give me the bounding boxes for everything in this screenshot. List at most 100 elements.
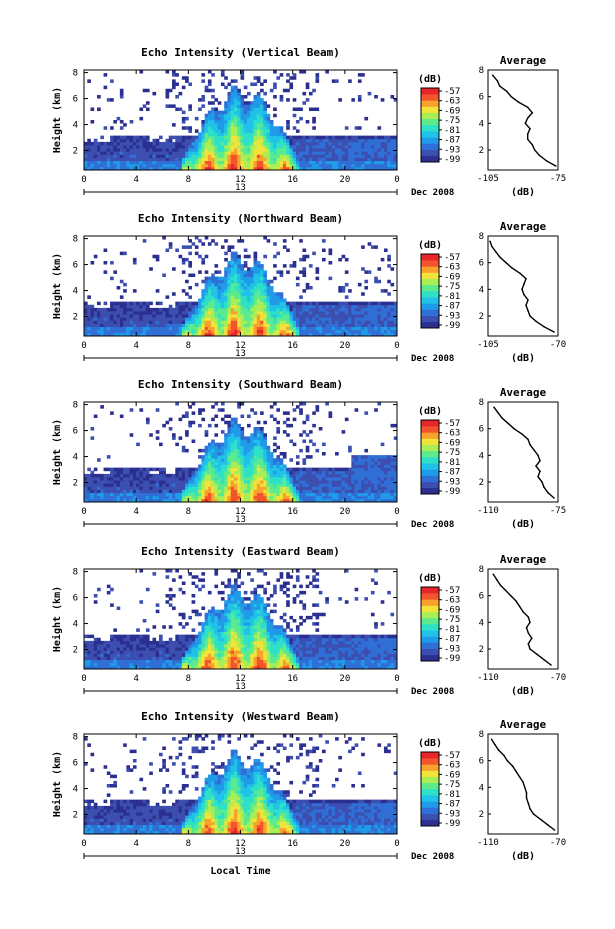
heatmap-cell bbox=[155, 486, 160, 490]
heatmap-cell bbox=[175, 141, 179, 146]
heatmap-cell bbox=[240, 101, 245, 105]
heatmap-cell bbox=[233, 495, 238, 500]
heatmap-cell bbox=[207, 282, 212, 287]
heatmap-cell bbox=[158, 477, 163, 481]
heatmap-cell bbox=[198, 408, 202, 412]
heatmap-cell bbox=[211, 314, 215, 318]
heatmap-cell bbox=[322, 477, 326, 481]
heatmap-cell bbox=[214, 326, 219, 331]
heatmap-cell bbox=[188, 317, 192, 321]
heatmap-cell bbox=[155, 640, 160, 645]
heatmap-cell bbox=[224, 267, 228, 271]
heatmap-cell bbox=[142, 160, 147, 165]
heatmap-cell bbox=[390, 317, 395, 321]
heatmap-cell bbox=[113, 311, 117, 315]
heatmap-cell bbox=[269, 314, 274, 318]
heatmap-cell bbox=[341, 307, 346, 312]
heatmap-cell bbox=[266, 120, 271, 124]
heatmap-cell bbox=[113, 151, 117, 155]
heatmap-cell bbox=[233, 486, 238, 490]
heatmap-cell bbox=[377, 455, 382, 459]
heatmap-cell bbox=[266, 160, 271, 165]
heatmap-cell bbox=[211, 126, 215, 130]
heatmap-cell bbox=[315, 489, 320, 494]
heatmap-cell bbox=[390, 423, 395, 428]
heatmap-cell bbox=[145, 304, 150, 309]
heatmap-cell bbox=[149, 492, 153, 497]
heatmap-cell bbox=[217, 495, 222, 500]
heatmap-cell bbox=[328, 320, 333, 324]
heatmap-cell bbox=[198, 464, 202, 469]
heatmap-cell bbox=[364, 461, 369, 465]
heatmap-cell bbox=[243, 455, 248, 459]
heatmap-cell bbox=[90, 470, 95, 475]
profile-point bbox=[521, 433, 523, 435]
heatmap-cell bbox=[364, 473, 369, 478]
heatmap-cell bbox=[106, 584, 111, 589]
heatmap-cell bbox=[374, 317, 378, 321]
heatmap-cell bbox=[230, 279, 235, 284]
heatmap-cell bbox=[220, 461, 225, 465]
heatmap-cell bbox=[361, 492, 365, 497]
colorbar-swatch bbox=[421, 438, 439, 445]
heatmap-cell bbox=[175, 163, 179, 168]
heatmap-cell bbox=[132, 166, 137, 171]
heatmap-cell bbox=[168, 157, 173, 162]
heatmap-cell bbox=[198, 163, 202, 168]
heatmap-cell bbox=[129, 665, 134, 670]
colorbar-swatch bbox=[421, 137, 439, 144]
heatmap-cell bbox=[305, 148, 310, 152]
heatmap-cell bbox=[393, 148, 398, 152]
heatmap-cell bbox=[299, 166, 303, 171]
heatmap-cell bbox=[269, 123, 274, 127]
heatmap-cell bbox=[383, 326, 388, 331]
heatmap-cell bbox=[116, 148, 121, 152]
heatmap-cell bbox=[224, 148, 228, 152]
heatmap-cell bbox=[168, 154, 173, 158]
heatmap-cell bbox=[351, 332, 356, 337]
heatmap-cell bbox=[344, 166, 349, 171]
heatmap-cell bbox=[185, 79, 189, 83]
heatmap-cell bbox=[207, 477, 212, 481]
heatmap-cell bbox=[240, 470, 245, 475]
heatmap-cell bbox=[338, 332, 342, 337]
heatmap-cell bbox=[367, 157, 372, 162]
heatmap-cell bbox=[276, 498, 281, 503]
heatmap-cell bbox=[354, 138, 359, 143]
heatmap-cell bbox=[328, 151, 333, 155]
heatmap-cell bbox=[282, 88, 287, 93]
heatmap-cell bbox=[279, 486, 284, 490]
heatmap-cell bbox=[357, 166, 362, 171]
heatmap-cell bbox=[243, 445, 248, 450]
heatmap-cell bbox=[344, 329, 349, 334]
heatmap-cell bbox=[113, 314, 117, 318]
heatmap-cell bbox=[393, 320, 398, 324]
profile-y-tick-label: 6 bbox=[479, 259, 484, 269]
heatmap-cell bbox=[142, 311, 147, 315]
heatmap-cell bbox=[367, 301, 372, 306]
heatmap-cell bbox=[286, 332, 290, 337]
heatmap-cell bbox=[243, 304, 248, 309]
heatmap-cell bbox=[103, 317, 108, 321]
heatmap-cell bbox=[132, 141, 137, 146]
heatmap-cell bbox=[377, 279, 382, 284]
heatmap-cell bbox=[110, 148, 114, 152]
heatmap-cell bbox=[282, 473, 287, 478]
heatmap-cell bbox=[194, 154, 199, 158]
heatmap-cell bbox=[387, 498, 391, 503]
x-tick-label: 0 bbox=[394, 175, 399, 185]
heatmap-cell bbox=[361, 464, 365, 469]
heatmap-cell bbox=[198, 455, 202, 459]
heatmap-cell bbox=[253, 286, 258, 290]
heatmap-cell bbox=[322, 301, 326, 306]
heatmap-cell bbox=[116, 467, 121, 472]
heatmap-cell bbox=[116, 480, 121, 484]
heatmap-cell bbox=[351, 138, 356, 143]
heatmap-cell bbox=[286, 123, 290, 127]
heatmap-cell bbox=[204, 452, 209, 456]
heatmap-cell bbox=[256, 279, 261, 284]
heatmap-cell bbox=[348, 477, 352, 481]
heatmap-cell bbox=[100, 486, 104, 490]
heatmap-cell bbox=[312, 307, 316, 312]
heatmap-cell bbox=[214, 286, 219, 290]
